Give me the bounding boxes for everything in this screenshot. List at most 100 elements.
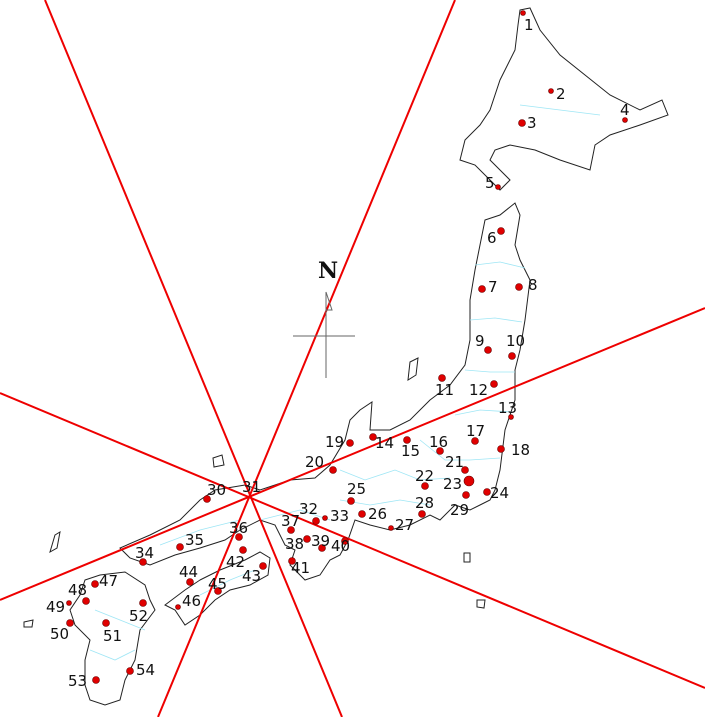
point-label-24: 24 <box>490 484 509 502</box>
point-label-34: 34 <box>135 544 154 562</box>
point-marker-5 <box>495 184 501 190</box>
point-label-32: 32 <box>299 500 318 518</box>
point-label-46: 46 <box>182 592 201 610</box>
point-marker-21 <box>461 466 469 474</box>
point-label-44: 44 <box>179 563 198 581</box>
point-marker-40 <box>341 537 349 545</box>
point-label-11: 11 <box>435 381 454 399</box>
point-marker-22 <box>421 482 429 490</box>
point-label-8: 8 <box>528 276 538 294</box>
point-marker-3 <box>518 119 526 127</box>
north-label: N <box>318 258 338 284</box>
point-label-49: 49 <box>46 598 65 616</box>
island <box>476 599 486 609</box>
point-label-31: 31 <box>242 478 261 496</box>
point-label-45: 45 <box>208 575 227 593</box>
point-marker-42 <box>239 546 247 554</box>
point-label-50: 50 <box>50 625 69 643</box>
point-marker-54 <box>126 667 134 675</box>
point-label-38: 38 <box>285 535 304 553</box>
point-label-21: 21 <box>445 453 464 471</box>
point-label-4: 4 <box>620 101 630 119</box>
point-label-33: 33 <box>330 507 349 525</box>
point-label-35: 35 <box>185 531 204 549</box>
point-label-43: 43 <box>242 567 261 585</box>
tsushima-island <box>49 530 61 554</box>
point-label-54: 54 <box>136 661 155 679</box>
ray-line <box>44 0 343 717</box>
point-label-18: 18 <box>511 441 530 459</box>
point-marker-24 <box>483 488 491 496</box>
point-marker-8 <box>515 283 523 291</box>
point-label-26: 26 <box>368 505 387 523</box>
point-marker-49 <box>66 600 72 606</box>
point-marker-18 <box>497 445 505 453</box>
point-label-10: 10 <box>506 332 525 350</box>
point-label-6: 6 <box>487 229 497 247</box>
point-label-29: 29 <box>450 501 469 519</box>
point-marker-4 <box>622 117 628 123</box>
point-marker-2 <box>548 88 554 94</box>
point-marker-1 <box>520 10 526 16</box>
ray-line <box>157 0 456 717</box>
prefecture-borders <box>89 104 601 661</box>
point-marker-30 <box>203 495 211 503</box>
point-marker-26 <box>358 510 366 518</box>
point-label-17: 17 <box>466 422 485 440</box>
point-marker-33 <box>322 515 328 521</box>
point-marker-32 <box>312 517 320 525</box>
point-marker-36 <box>235 533 243 541</box>
point-label-14: 14 <box>375 434 394 452</box>
point-marker-48 <box>82 597 90 605</box>
point-label-16: 16 <box>429 433 448 451</box>
point-label-27: 27 <box>395 516 414 534</box>
point-marker-6 <box>497 227 505 235</box>
point-marker-52 <box>139 599 147 607</box>
point-marker-12 <box>490 380 498 388</box>
ray-line <box>0 307 705 601</box>
ray-line <box>0 392 705 689</box>
point-label-20: 20 <box>305 453 324 471</box>
point-label-3: 3 <box>527 114 537 132</box>
point-marker-16 <box>436 447 444 455</box>
compass-rose: N <box>293 258 355 378</box>
point-label-2: 2 <box>556 85 566 103</box>
point-label-13: 13 <box>498 399 517 417</box>
point-marker-38 <box>303 535 311 543</box>
point-marker-51 <box>102 619 110 627</box>
point-label-53: 53 <box>68 672 87 690</box>
point-marker-7 <box>478 285 486 293</box>
point-marker-14 <box>369 433 377 441</box>
point-marker-10 <box>508 352 516 360</box>
point-label-9: 9 <box>475 332 485 350</box>
point-label-22: 22 <box>415 467 434 485</box>
goto-island <box>23 619 34 628</box>
shikoku <box>164 551 271 626</box>
oki-island <box>212 454 225 468</box>
point-marker-46 <box>175 604 181 610</box>
point-marker-17 <box>471 437 479 445</box>
point-marker-11 <box>438 374 446 382</box>
point-label-1: 1 <box>524 16 534 34</box>
point-label-15: 15 <box>401 442 420 460</box>
point-label-39: 39 <box>311 532 330 550</box>
point-marker-50 <box>66 619 74 627</box>
hokkaido <box>459 7 669 191</box>
point-label-52: 52 <box>129 607 148 625</box>
point-label-5: 5 <box>485 174 495 192</box>
point-label-37: 37 <box>281 512 300 530</box>
point-label-28: 28 <box>415 494 434 512</box>
point-label-40: 40 <box>331 537 350 555</box>
point-label-47: 47 <box>99 572 118 590</box>
point-marker-34 <box>139 558 147 566</box>
point-marker-27 <box>388 525 394 531</box>
point-label-36: 36 <box>229 519 248 537</box>
point-marker-45 <box>214 587 222 595</box>
point-label-48: 48 <box>68 581 87 599</box>
point-marker-29 <box>462 491 470 499</box>
point-label-23: 23 <box>443 475 462 493</box>
point-marker-37 <box>287 526 295 534</box>
point-marker-25 <box>347 497 355 505</box>
